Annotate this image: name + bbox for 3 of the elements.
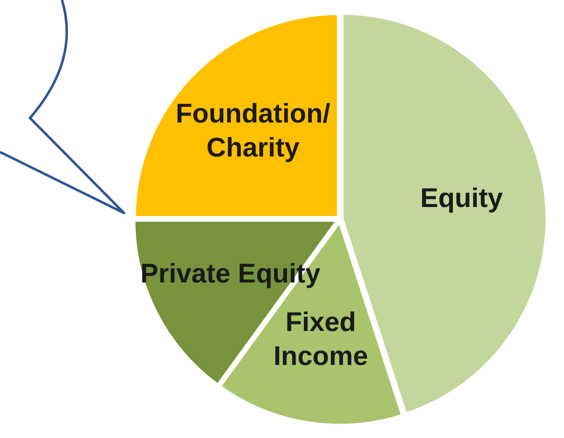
slice-label: Fixed Income — [273, 306, 368, 371]
slice-label: Equity — [420, 183, 503, 214]
slice-label: Foundation/ Charity — [176, 98, 331, 162]
